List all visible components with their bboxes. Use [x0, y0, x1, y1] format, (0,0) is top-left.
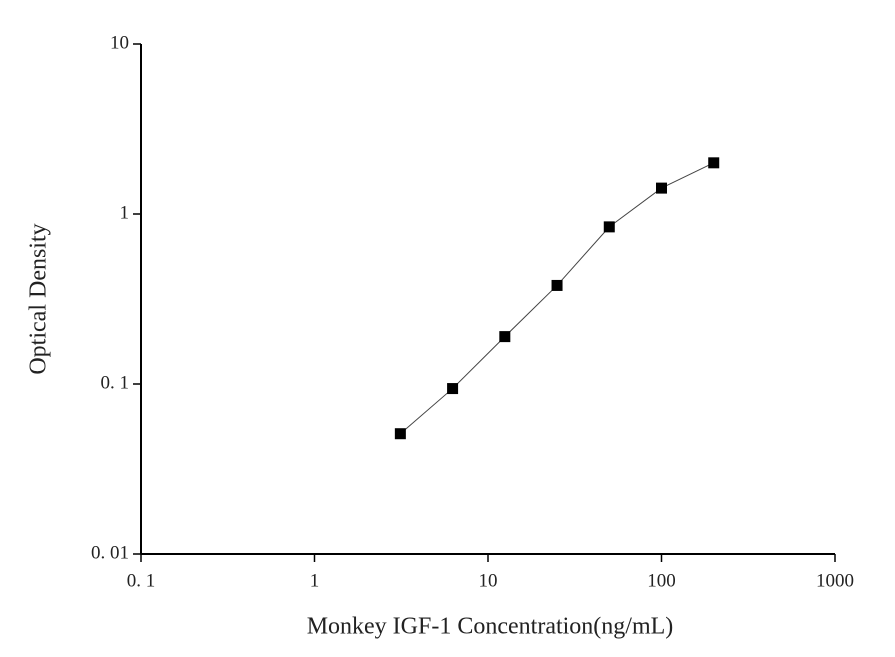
y-tick-label: 0. 1 [101, 372, 130, 393]
x-tick-label: 10 [479, 570, 498, 591]
x-tick-label: 0. 1 [127, 570, 156, 591]
data-point [394, 428, 406, 440]
y-tick-label: 1 [120, 202, 130, 223]
data-point [708, 157, 720, 169]
y-axis-label: Optical Density [26, 223, 52, 374]
data-point [499, 331, 511, 343]
data-point [656, 182, 667, 194]
x-tick-label: 1000 [816, 570, 854, 591]
y-tick-label: 0. 01 [91, 542, 129, 563]
data-point [603, 221, 615, 233]
data-point [447, 383, 459, 395]
data-point [551, 279, 563, 291]
y-tick-label: 10 [110, 32, 129, 53]
x-tick-label: 1 [310, 570, 320, 591]
x-axis-label: Monkey IGF-1 Concentration(ng/mL) [307, 614, 674, 640]
x-tick-label: 100 [647, 570, 676, 591]
